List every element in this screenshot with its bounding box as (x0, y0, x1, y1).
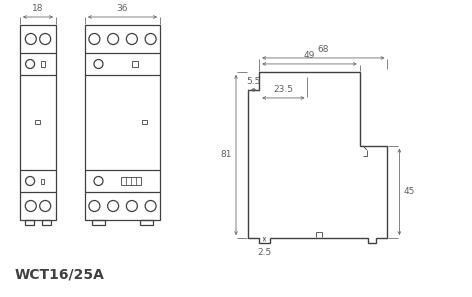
Bar (42, 220, 51, 225)
Bar (41, 179, 44, 184)
Text: 2.5: 2.5 (257, 248, 271, 257)
Text: 36: 36 (117, 4, 128, 13)
Bar (41, 61, 45, 67)
Text: 23.5: 23.5 (273, 85, 294, 94)
Bar (140, 220, 153, 225)
Text: 49: 49 (304, 51, 315, 60)
Bar (121, 177, 141, 185)
Text: 68: 68 (318, 45, 329, 54)
Text: 81: 81 (220, 151, 232, 159)
Bar (142, 119, 147, 124)
Bar (92, 220, 105, 225)
Bar (132, 61, 137, 67)
Text: 5.5: 5.5 (246, 77, 261, 86)
Text: WCT16/25A: WCT16/25A (15, 268, 105, 282)
Text: 45: 45 (404, 187, 415, 196)
Bar (25, 220, 34, 225)
Bar (20, 25, 56, 220)
Bar (35, 119, 40, 124)
Bar (85, 25, 160, 220)
Text: 18: 18 (32, 4, 44, 13)
